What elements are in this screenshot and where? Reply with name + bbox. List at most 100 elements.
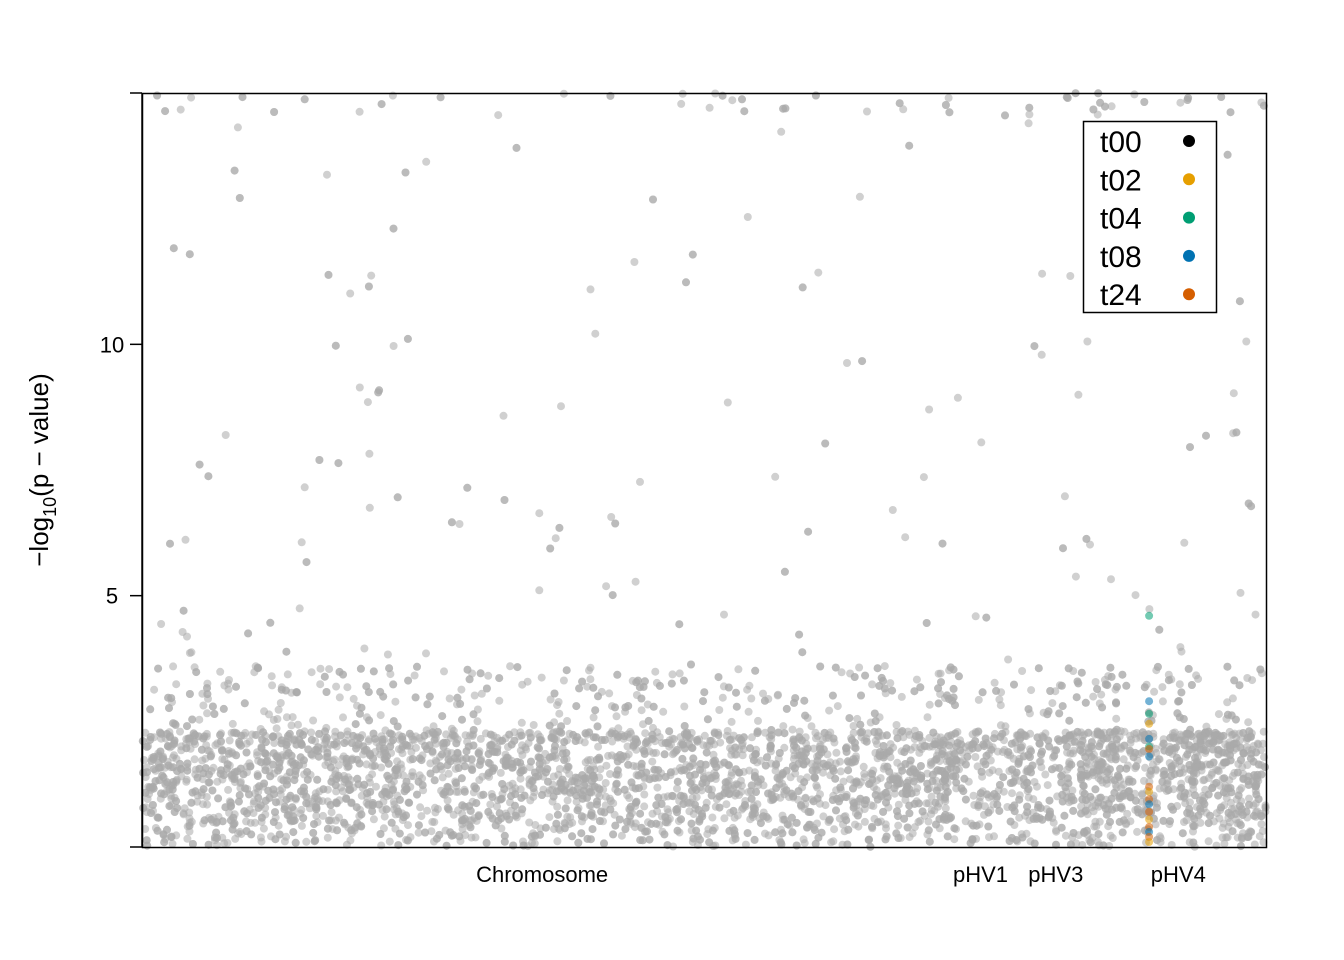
background-point <box>859 762 868 771</box>
background-point <box>364 688 373 697</box>
background-point <box>780 743 789 752</box>
background-point <box>1098 703 1107 712</box>
background-point <box>368 770 377 779</box>
background-point <box>732 688 740 697</box>
background-point <box>1172 743 1180 752</box>
background-point <box>720 814 729 823</box>
background-point <box>631 577 640 586</box>
background-point <box>1243 674 1252 682</box>
background-point <box>794 787 803 796</box>
background-point <box>1029 814 1038 823</box>
background-point <box>560 824 569 833</box>
background-point <box>649 702 658 711</box>
background-point <box>1244 718 1253 727</box>
background-point <box>418 781 427 790</box>
background-point <box>720 610 728 619</box>
background-point <box>537 673 546 682</box>
background-point <box>1176 643 1185 652</box>
background-point <box>750 835 759 844</box>
background-point <box>1236 588 1245 597</box>
background-point <box>1172 753 1181 762</box>
background-point <box>153 826 162 835</box>
background-point <box>920 742 929 750</box>
background-point <box>517 718 526 727</box>
background-point <box>728 96 737 105</box>
background-point <box>288 713 297 722</box>
background-point <box>1140 98 1149 106</box>
background-point <box>655 733 664 742</box>
background-point <box>888 506 897 514</box>
background-point <box>761 829 769 838</box>
background-point <box>387 818 396 827</box>
background-point <box>981 760 990 769</box>
background-point <box>1122 764 1131 773</box>
background-point <box>463 483 472 492</box>
background-point <box>417 812 426 821</box>
background-point <box>1176 98 1185 107</box>
background-point <box>606 805 615 814</box>
background-point <box>566 788 575 797</box>
background-point <box>653 807 662 816</box>
background-point <box>673 826 682 835</box>
background-point <box>232 682 240 691</box>
background-point <box>1027 747 1035 756</box>
background-point <box>551 534 560 543</box>
background-point <box>679 792 688 801</box>
background-point <box>1091 678 1100 686</box>
background-point <box>568 777 577 786</box>
background-point <box>499 757 508 766</box>
background-point <box>445 694 454 703</box>
background-point <box>745 766 754 775</box>
background-point <box>484 769 493 777</box>
background-point <box>831 774 840 783</box>
background-point <box>1194 811 1203 820</box>
background-point <box>346 785 355 794</box>
background-point <box>1164 786 1173 795</box>
background-point <box>172 680 181 689</box>
background-point <box>1112 699 1121 708</box>
background-point <box>1094 798 1103 807</box>
background-point <box>187 798 196 807</box>
background-point <box>432 765 441 774</box>
background-point <box>894 821 903 830</box>
background-point <box>751 750 760 759</box>
background-point <box>315 456 324 464</box>
background-point <box>961 795 970 804</box>
background-point <box>560 756 569 764</box>
background-point <box>971 753 980 761</box>
background-point <box>385 837 394 846</box>
background-point <box>1038 269 1047 278</box>
background-point <box>553 837 562 846</box>
background-point <box>157 620 166 628</box>
background-point <box>1091 785 1100 794</box>
background-point <box>1058 797 1067 806</box>
background-point <box>868 680 877 689</box>
background-point <box>971 612 980 621</box>
background-point <box>453 693 462 702</box>
background-point <box>169 719 178 728</box>
background-point <box>968 835 977 844</box>
background-point <box>550 689 559 698</box>
background-point <box>725 826 734 835</box>
background-point <box>1106 663 1115 672</box>
background-point <box>427 827 436 836</box>
background-point <box>1183 750 1192 759</box>
background-point <box>1115 817 1124 826</box>
background-point <box>1063 748 1072 757</box>
background-point <box>1202 431 1210 440</box>
background-point <box>315 729 324 738</box>
background-point <box>832 806 840 815</box>
background-point <box>563 812 572 821</box>
background-point <box>534 753 543 762</box>
background-point <box>295 735 304 744</box>
background-point <box>1204 727 1213 736</box>
background-point <box>456 699 465 708</box>
background-point <box>882 798 890 807</box>
background-point <box>792 743 801 752</box>
background-point <box>1086 540 1094 549</box>
background-point <box>594 742 603 751</box>
background-point <box>597 807 606 816</box>
background-point <box>299 783 308 792</box>
background-point <box>236 778 245 786</box>
background-point <box>374 800 383 809</box>
